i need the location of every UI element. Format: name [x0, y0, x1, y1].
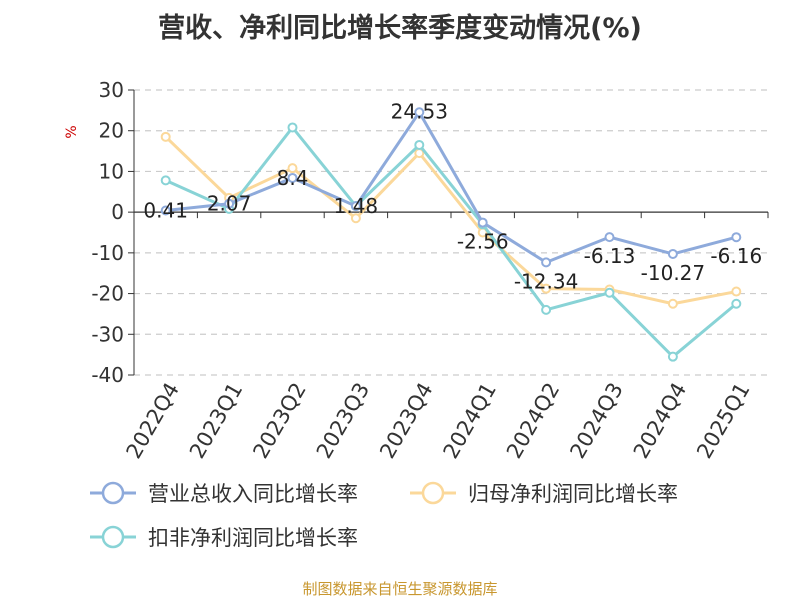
data-point	[667, 298, 678, 309]
data-point	[541, 257, 552, 268]
x-tick-label: 2023Q4	[375, 379, 437, 463]
data-point	[604, 287, 615, 298]
legend-item: 扣非净利润同比增长率	[90, 525, 358, 550]
data-point	[541, 283, 552, 294]
data-point	[350, 201, 361, 212]
series-line	[165, 110, 737, 264]
data-label: 0.41	[143, 198, 188, 222]
x-tick-label: 2023Q1	[185, 379, 247, 463]
data-label: -2.56	[457, 230, 509, 254]
data-point	[287, 163, 298, 174]
grid-lines	[134, 89, 768, 376]
x-tick-label: 2024Q1	[439, 379, 501, 463]
data-point	[414, 139, 425, 150]
x-tick-label: 2023Q2	[248, 379, 310, 463]
legend-item: 归母净利润同比增长率	[410, 481, 678, 506]
x-tick-label: 2023Q3	[312, 379, 374, 463]
data-label: 24.53	[391, 99, 448, 123]
x-tick-label: 2024Q2	[502, 379, 564, 463]
chart-title: 营收、净利同比增长率季度变动情况(%)	[158, 13, 642, 44]
series-lines	[160, 107, 742, 362]
y-tick-label: -30	[91, 322, 124, 346]
y-tick-label: 20	[99, 119, 124, 143]
data-labels: 0.41 2.07 8.4 1.48 24.53 -2.56-12.34-6.13-10.…	[143, 99, 762, 293]
series-line	[164, 135, 737, 306]
data-point	[160, 131, 171, 142]
y-axis-label: %	[64, 125, 80, 138]
x-tick-label: 2024Q4	[629, 379, 691, 463]
data-point	[667, 248, 678, 259]
data-point	[731, 232, 742, 243]
data-point	[224, 198, 235, 209]
data-label: 2.07	[207, 192, 252, 216]
data-point	[731, 286, 742, 297]
data-label: 8.4	[277, 166, 309, 190]
data-label: -6.13	[584, 244, 636, 268]
legend-swatch-marker	[101, 525, 125, 549]
y-tick-label: -40	[91, 363, 124, 387]
y-tick-label: 10	[99, 159, 124, 183]
x-tick-label: 2025Q1	[692, 379, 754, 463]
data-label: -10.27	[641, 261, 705, 285]
y-tick-label: -10	[91, 241, 124, 265]
data-point	[667, 351, 678, 362]
data-point	[350, 213, 361, 224]
legend-swatch-marker	[421, 481, 445, 505]
legend-label: 营业总收入同比增长率	[148, 482, 358, 506]
y-tick-label: 30	[99, 78, 124, 102]
legend-item: 营业总收入同比增长率	[90, 481, 358, 506]
data-point	[160, 175, 171, 186]
data-point	[287, 122, 298, 133]
data-point	[287, 172, 298, 183]
data-point	[604, 232, 615, 243]
data-label: -6.16	[710, 244, 762, 268]
legend-swatch-marker	[101, 481, 125, 505]
data-point	[541, 304, 552, 315]
y-tick-label: 0	[111, 200, 124, 224]
x-tick-label: 2022Q4	[122, 379, 184, 463]
data-label: 1.48	[334, 194, 379, 218]
legend-label: 扣非净利润同比增长率	[148, 526, 358, 550]
data-point	[414, 107, 425, 118]
legend-label: 归母净利润同比增长率	[468, 482, 678, 506]
data-point	[731, 298, 742, 309]
series-line	[165, 125, 738, 359]
data-label: -12.34	[514, 269, 578, 293]
y-tick-label: -20	[91, 282, 124, 306]
x-tick-label: 2024Q3	[565, 379, 627, 463]
data-point	[477, 217, 488, 228]
data-source-note: 制图数据来自恒生聚源数据库	[302, 580, 498, 598]
data-point	[160, 205, 171, 216]
